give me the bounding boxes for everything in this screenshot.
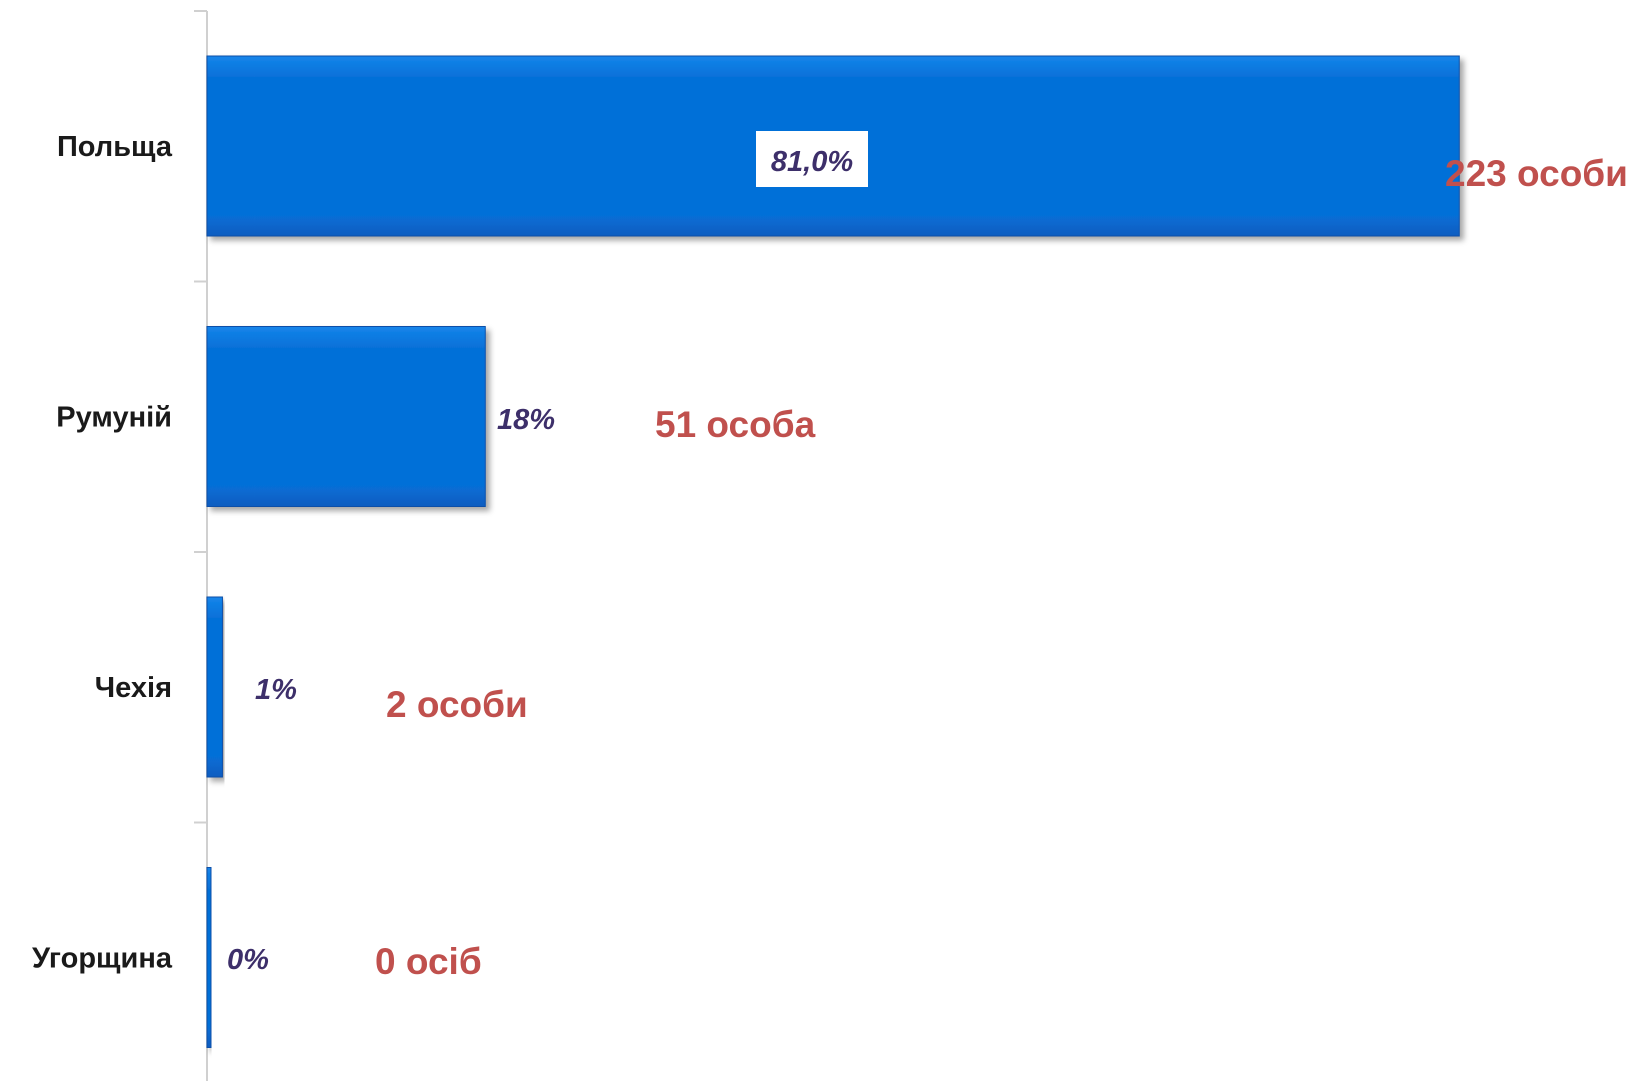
category-label: Чехія — [95, 672, 172, 704]
value-label-box — [756, 131, 868, 187]
value-label: 18% — [497, 404, 555, 436]
count-label: 2 особи — [386, 684, 528, 725]
category-label: Угорщина — [32, 943, 173, 975]
value-label: 81,0% — [771, 146, 853, 178]
category-label: Польща — [57, 131, 173, 163]
bar-4 — [206, 867, 212, 1048]
bar-2 — [206, 326, 486, 507]
count-label: 0 осіб — [375, 941, 482, 982]
count-label: 223 особи — [1445, 153, 1628, 194]
value-label: 0% — [227, 944, 269, 976]
bar-3 — [206, 596, 223, 778]
category-label: Румуній — [56, 402, 172, 434]
value-label: 1% — [255, 674, 297, 706]
count-label: 51 особа — [655, 404, 816, 445]
